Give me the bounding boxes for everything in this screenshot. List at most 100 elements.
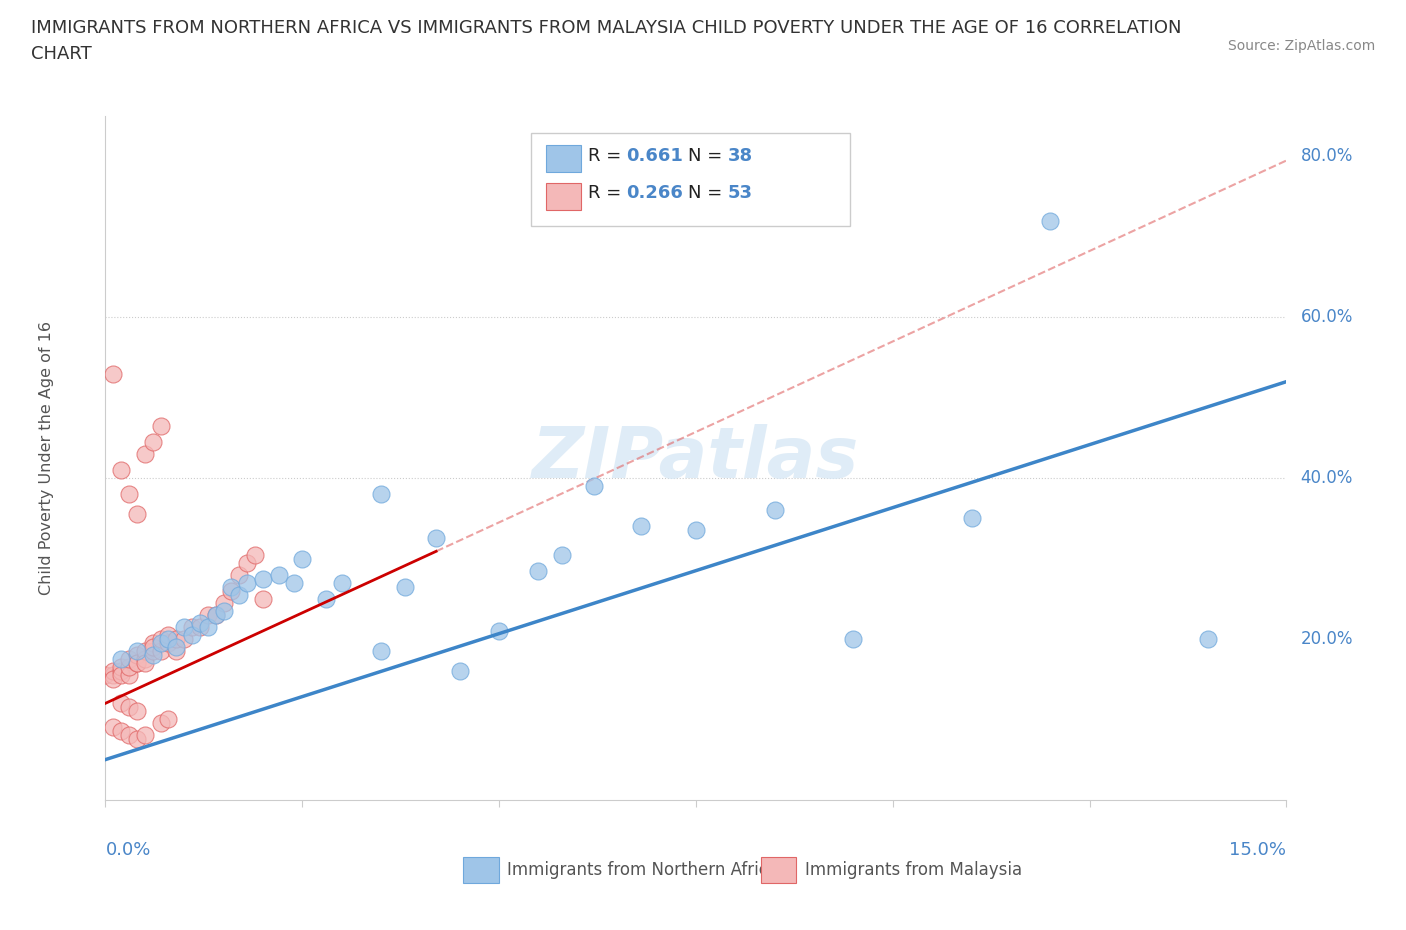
Point bbox=[370, 486, 392, 501]
Point bbox=[488, 623, 510, 638]
Point bbox=[212, 604, 235, 618]
Text: 0.0%: 0.0% bbox=[105, 841, 150, 858]
Point bbox=[197, 607, 219, 622]
Point bbox=[134, 656, 156, 671]
Point bbox=[142, 640, 165, 655]
Text: 60.0%: 60.0% bbox=[1301, 308, 1353, 326]
Text: N =: N = bbox=[688, 147, 725, 165]
Point bbox=[1039, 213, 1062, 228]
Point bbox=[134, 652, 156, 667]
Point bbox=[110, 652, 132, 667]
Text: Immigrants from Northern Africa: Immigrants from Northern Africa bbox=[508, 861, 778, 879]
Point bbox=[125, 656, 148, 671]
Point bbox=[188, 616, 211, 631]
Point bbox=[125, 732, 148, 747]
Point bbox=[173, 619, 195, 634]
Point bbox=[763, 503, 786, 518]
FancyBboxPatch shape bbox=[546, 145, 582, 172]
Point bbox=[394, 579, 416, 594]
Point bbox=[252, 591, 274, 606]
Point bbox=[94, 668, 117, 683]
Point bbox=[142, 434, 165, 449]
Point bbox=[157, 628, 180, 643]
Point bbox=[142, 647, 165, 662]
Point bbox=[125, 647, 148, 662]
Point bbox=[221, 579, 243, 594]
Point bbox=[204, 607, 226, 622]
Text: CHART: CHART bbox=[31, 45, 91, 62]
Text: N =: N = bbox=[688, 184, 725, 203]
Text: 15.0%: 15.0% bbox=[1229, 841, 1286, 858]
Point bbox=[425, 531, 447, 546]
Point bbox=[527, 564, 550, 578]
Point bbox=[110, 664, 132, 679]
Point bbox=[149, 631, 172, 646]
Point bbox=[551, 547, 574, 562]
Point bbox=[165, 640, 187, 655]
Point bbox=[110, 724, 132, 738]
Point bbox=[165, 631, 187, 646]
Point bbox=[267, 567, 290, 582]
Point bbox=[165, 644, 187, 658]
Text: R =: R = bbox=[589, 184, 626, 203]
Point bbox=[252, 571, 274, 586]
Point bbox=[118, 652, 141, 667]
Point bbox=[212, 595, 235, 610]
Point bbox=[370, 644, 392, 658]
Point bbox=[685, 523, 707, 538]
Point bbox=[283, 576, 305, 591]
Text: Child Poverty Under the Age of 16: Child Poverty Under the Age of 16 bbox=[39, 321, 53, 595]
Point bbox=[842, 631, 865, 646]
Point bbox=[110, 696, 132, 711]
Point bbox=[103, 664, 125, 679]
Text: 0.266: 0.266 bbox=[626, 184, 683, 203]
Text: 40.0%: 40.0% bbox=[1301, 469, 1353, 487]
Point bbox=[221, 583, 243, 598]
Point bbox=[228, 588, 250, 603]
Point bbox=[110, 659, 132, 674]
Point bbox=[142, 635, 165, 650]
Point bbox=[236, 576, 259, 591]
Point bbox=[103, 671, 125, 686]
Text: Immigrants from Malaysia: Immigrants from Malaysia bbox=[804, 861, 1022, 879]
Point bbox=[149, 716, 172, 731]
Point bbox=[803, 189, 825, 204]
Point bbox=[228, 567, 250, 582]
Point bbox=[149, 644, 172, 658]
Point bbox=[188, 619, 211, 634]
Text: 20.0%: 20.0% bbox=[1301, 630, 1353, 648]
Text: 38: 38 bbox=[728, 147, 754, 165]
Point bbox=[110, 668, 132, 683]
Point bbox=[291, 551, 314, 566]
Point bbox=[110, 462, 132, 477]
Point bbox=[103, 366, 125, 381]
Point bbox=[142, 644, 165, 658]
Text: Source: ZipAtlas.com: Source: ZipAtlas.com bbox=[1227, 39, 1375, 53]
Point bbox=[157, 712, 180, 727]
Point bbox=[134, 728, 156, 743]
Text: R =: R = bbox=[589, 147, 626, 165]
Point bbox=[243, 547, 266, 562]
Point bbox=[118, 728, 141, 743]
Point bbox=[125, 507, 148, 522]
Point bbox=[134, 446, 156, 461]
Point bbox=[125, 656, 148, 671]
Point bbox=[103, 668, 125, 683]
Point bbox=[630, 519, 652, 534]
Point bbox=[125, 704, 148, 719]
Point bbox=[125, 644, 148, 658]
Text: ZIPatlas: ZIPatlas bbox=[533, 423, 859, 493]
Point bbox=[118, 700, 141, 715]
Point bbox=[449, 664, 471, 679]
Point bbox=[181, 628, 204, 643]
Point bbox=[204, 607, 226, 622]
Point bbox=[1197, 631, 1219, 646]
Point bbox=[582, 479, 605, 494]
Point bbox=[315, 591, 337, 606]
FancyBboxPatch shape bbox=[464, 857, 499, 884]
Point bbox=[197, 619, 219, 634]
FancyBboxPatch shape bbox=[761, 857, 796, 884]
Point bbox=[134, 644, 156, 658]
Point bbox=[103, 720, 125, 735]
Point bbox=[236, 555, 259, 570]
